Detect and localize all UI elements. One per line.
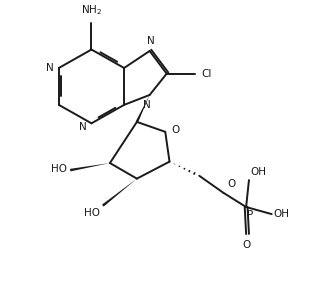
Text: OH: OH (273, 209, 289, 219)
Text: O: O (228, 179, 236, 188)
Text: N: N (143, 100, 151, 110)
Text: OH: OH (251, 167, 266, 177)
Text: HO: HO (84, 209, 100, 218)
Polygon shape (70, 163, 110, 171)
Text: N: N (147, 36, 155, 46)
Text: O: O (172, 125, 180, 135)
Text: HO: HO (52, 164, 67, 174)
Text: NH$_2$: NH$_2$ (81, 3, 102, 17)
Polygon shape (102, 179, 137, 206)
Text: O: O (242, 240, 250, 250)
Text: Cl: Cl (201, 69, 212, 79)
Text: N: N (46, 63, 54, 73)
Text: N: N (80, 122, 87, 132)
Polygon shape (136, 95, 150, 122)
Text: P: P (247, 210, 253, 220)
